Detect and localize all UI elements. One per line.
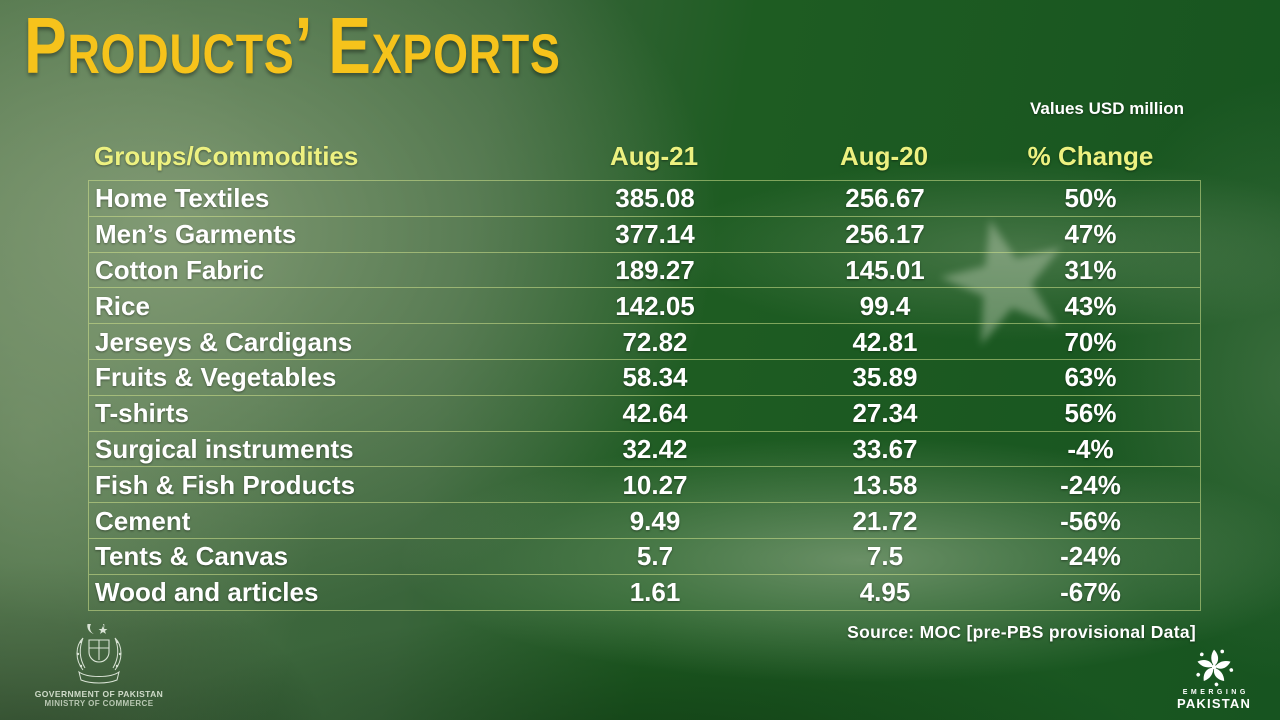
aug20-cell: 256.17 bbox=[845, 219, 925, 250]
aug21-cell: 10.27 bbox=[622, 469, 688, 500]
table-header-row: Groups/Commodities Aug-21 Aug-20 % Chang… bbox=[88, 132, 1201, 180]
table-row: Jerseys & Cardigans 72.82 42.81 70% bbox=[89, 323, 1200, 359]
government-logo-block: GOVERNMENT OF PAKISTAN MINISTRY OF COMME… bbox=[14, 624, 184, 708]
emerging-label: EMERGING bbox=[1182, 689, 1249, 696]
table-row: Wood and articles 1.61 4.95 -67% bbox=[89, 573, 1200, 610]
commodity-cell: Tents & Canvas bbox=[95, 541, 289, 572]
emerging-pakistan-logo-block: EMERGING PAKISTAN bbox=[1166, 646, 1262, 711]
aug20-cell: 145.01 bbox=[845, 254, 925, 285]
header-change: % Change bbox=[1027, 141, 1154, 171]
commodity-cell: Jerseys & Cardigans bbox=[95, 326, 353, 357]
table-row: Surgical instruments 32.42 33.67 -4% bbox=[89, 430, 1200, 467]
aug20-cell: 99.4 bbox=[859, 290, 911, 321]
commodity-cell: Fruits & Vegetables bbox=[95, 362, 337, 393]
aug20-cell: 27.34 bbox=[852, 398, 918, 429]
table-row: Tents & Canvas 5.7 7.5 -24% bbox=[89, 537, 1200, 574]
aug20-cell: 7.5 bbox=[866, 541, 904, 572]
table-row: Cement 9.49 21.72 -56% bbox=[89, 502, 1200, 538]
aug21-cell: 377.14 bbox=[615, 219, 695, 250]
commodity-cell: Cotton Fabric bbox=[95, 254, 264, 285]
commodity-cell: Wood and articles bbox=[95, 577, 319, 608]
aug20-cell: 4.95 bbox=[859, 577, 911, 608]
aug21-cell: 189.27 bbox=[615, 254, 695, 285]
table-row: Fish & Fish Products 10.27 13.58 -24% bbox=[89, 466, 1200, 502]
change-cell: 56% bbox=[1064, 398, 1117, 429]
exports-table: Groups/Commodities Aug-21 Aug-20 % Chang… bbox=[88, 132, 1201, 611]
commodity-cell: Cement bbox=[95, 505, 191, 536]
pakistan-label: PAKISTAN bbox=[1176, 696, 1252, 711]
table-row: Rice 142.05 99.4 43% bbox=[89, 287, 1200, 323]
header-aug21: Aug-21 bbox=[609, 141, 699, 171]
aug20-cell: 35.89 bbox=[852, 362, 918, 393]
change-cell: 31% bbox=[1064, 254, 1117, 285]
change-cell: -67% bbox=[1060, 577, 1121, 608]
commodity-cell: T-shirts bbox=[95, 398, 189, 429]
aug21-cell: 32.42 bbox=[622, 433, 688, 464]
flag-star-icon bbox=[940, 219, 1062, 345]
commodity-cell: Men’s Garments bbox=[95, 219, 297, 250]
aug21-cell: 58.34 bbox=[622, 362, 688, 393]
table-body: Home Textiles 385.08 256.67 50% Men’s Ga… bbox=[88, 180, 1201, 611]
ministry-label: MINISTRY OF COMMERCE bbox=[44, 699, 154, 708]
emerging-pakistan-swirl-icon bbox=[1196, 649, 1234, 687]
change-cell: 70% bbox=[1064, 326, 1117, 357]
table-row: T-shirts 42.64 27.34 56% bbox=[89, 394, 1200, 431]
table-row: Home Textiles 385.08 256.67 50% bbox=[89, 180, 1200, 216]
header-aug20: Aug-20 bbox=[839, 141, 929, 171]
change-cell: 63% bbox=[1064, 362, 1117, 393]
commodity-cell: Home Textiles bbox=[95, 183, 270, 214]
change-cell: 43% bbox=[1064, 290, 1117, 321]
aug20-cell: 21.72 bbox=[852, 505, 918, 536]
change-cell: 47% bbox=[1064, 219, 1117, 250]
aug21-cell: 142.05 bbox=[615, 290, 695, 321]
aug21-cell: 42.64 bbox=[622, 398, 688, 429]
change-cell: -4% bbox=[1067, 433, 1114, 464]
aug20-cell: 256.67 bbox=[845, 183, 925, 214]
table-row: Cotton Fabric 189.27 145.01 31% bbox=[89, 251, 1200, 288]
change-cell: 50% bbox=[1064, 183, 1117, 214]
change-cell: -56% bbox=[1060, 505, 1121, 536]
government-label: GOVERNMENT OF PAKISTAN bbox=[34, 689, 164, 699]
commodity-cell: Surgical instruments bbox=[95, 433, 354, 464]
commodity-cell: Fish & Fish Products bbox=[95, 469, 356, 500]
units-note: Values USD million bbox=[1030, 99, 1184, 118]
pakistan-emblem-icon bbox=[76, 624, 122, 684]
header-commodity: Groups/Commodities bbox=[94, 141, 359, 171]
aug20-cell: 33.67 bbox=[852, 433, 918, 464]
aug20-cell: 42.81 bbox=[852, 326, 918, 357]
aug21-cell: 9.49 bbox=[629, 505, 681, 536]
aug21-cell: 385.08 bbox=[615, 183, 695, 214]
aug21-cell: 72.82 bbox=[622, 326, 688, 357]
table-row: Men’s Garments 377.14 256.17 47% bbox=[89, 215, 1200, 252]
change-cell: -24% bbox=[1060, 469, 1121, 500]
source-note: Source: MOC [pre-PBS provisional Data] bbox=[847, 622, 1196, 642]
aug21-cell: 1.61 bbox=[629, 577, 681, 608]
change-cell: -24% bbox=[1060, 541, 1121, 572]
table-row: Fruits & Vegetables 58.34 35.89 63% bbox=[89, 358, 1200, 395]
aug20-cell: 13.58 bbox=[852, 469, 918, 500]
commodity-cell: Rice bbox=[95, 290, 150, 321]
page-title: Products’ Exports bbox=[24, 1, 561, 90]
aug21-cell: 5.7 bbox=[636, 541, 674, 572]
